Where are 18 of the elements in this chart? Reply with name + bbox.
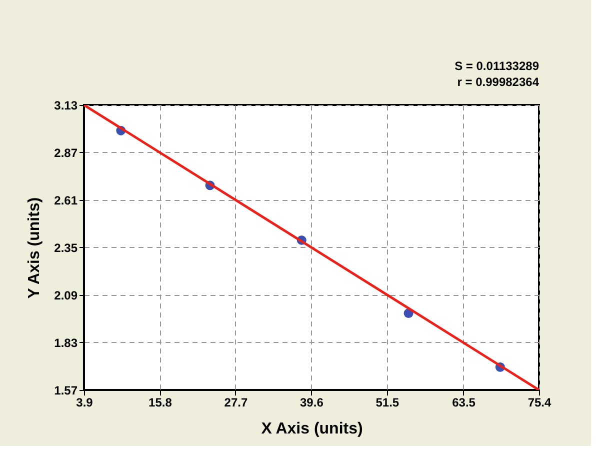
x-tick-label: 75.4 [528,396,552,410]
y-tick-label: 1.83 [54,336,78,350]
x-tick-label: 3.9 [76,396,94,410]
y-axis-title: Y Axis (units) [26,197,44,299]
x-tick-label: 15.8 [148,396,172,410]
y-tick-label: 1.57 [54,384,78,398]
y-tick-label: 2.87 [54,146,78,160]
y-tick-label: 3.13 [54,98,78,112]
y-tick-label: 2.09 [54,288,78,302]
y-tick-label: 2.61 [54,194,78,208]
x-tick-label: 27.7 [224,396,248,410]
y-tick-label: 2.35 [54,241,78,255]
x-tick-label: 39.6 [300,396,324,410]
x-axis-title: X Axis (units) [261,420,363,438]
text: S = 0.01133289 [454,59,540,73]
x-tick-label: 63.5 [452,396,476,410]
text: r = 0.99982364 [457,75,540,89]
x-tick-label: 51.5 [376,396,400,410]
